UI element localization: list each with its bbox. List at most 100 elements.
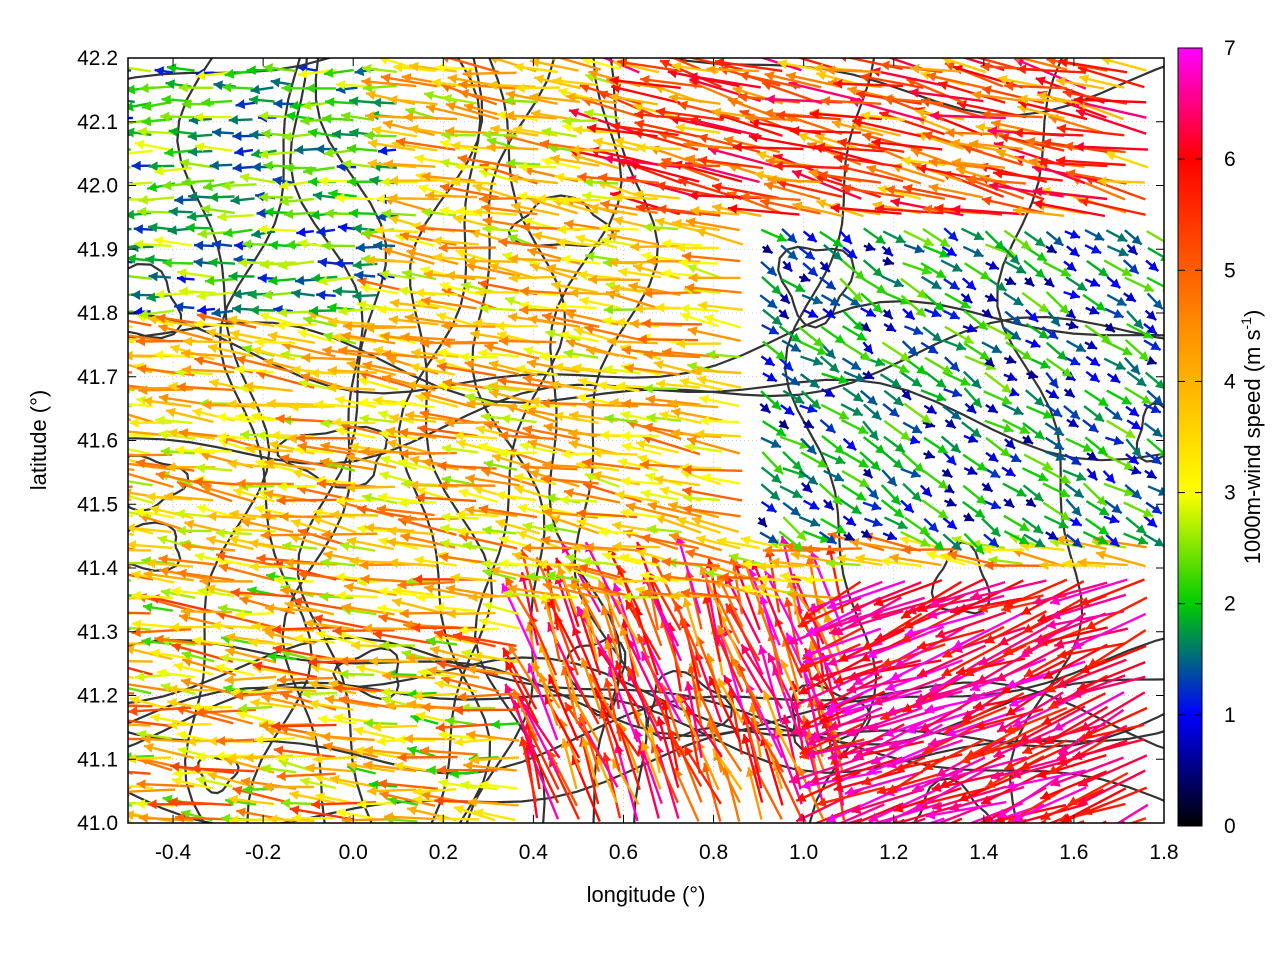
wind-vector <box>797 658 864 696</box>
wind-vector-head <box>685 548 696 559</box>
wind-vector-head <box>949 824 959 833</box>
wind-vector-head <box>519 305 529 315</box>
wind-vector-head <box>549 380 560 391</box>
wind-vector-head <box>640 489 651 499</box>
wind-vector-head <box>1021 605 1032 615</box>
wind-vector <box>1037 626 1108 645</box>
wind-vector <box>588 673 619 725</box>
contour-loop <box>276 425 389 490</box>
wind-vector <box>610 124 679 137</box>
wind-vector <box>435 722 498 730</box>
wind-vector <box>276 676 334 682</box>
wind-vector-head <box>413 786 423 797</box>
wind-vector-head <box>1005 438 1015 449</box>
wind-vector-head <box>289 805 300 816</box>
wind-vector <box>425 105 479 120</box>
wind-vector-head <box>197 304 207 315</box>
wind-vector-head <box>935 269 946 278</box>
wind-vector-head <box>585 251 595 262</box>
wind-vector-head <box>1069 356 1081 366</box>
wind-vector <box>1048 115 1104 134</box>
wind-vector-head <box>977 674 988 684</box>
wind-vector-head <box>916 364 927 375</box>
wind-vector-head <box>1089 372 1100 382</box>
wind-vector-head <box>634 109 644 120</box>
wind-vector-head <box>1038 329 1049 339</box>
wind-vector-head <box>284 162 294 173</box>
wind-vector <box>871 140 943 151</box>
wind-vector-head <box>868 430 879 441</box>
wind-vector-head <box>1008 387 1020 397</box>
wind-vector <box>617 723 641 791</box>
wind-vector-head <box>128 84 136 95</box>
wind-vector-head <box>1076 108 1087 118</box>
wind-vector-head <box>255 458 266 469</box>
wind-vector-head <box>270 430 280 441</box>
wind-vector-head <box>335 193 345 204</box>
wind-vector-head <box>397 752 407 763</box>
wind-vector <box>628 162 700 183</box>
wind-vector <box>809 641 825 694</box>
wind-vector-head <box>1030 338 1041 348</box>
wind-vector-head <box>446 608 456 619</box>
wind-vector-head <box>238 257 248 268</box>
wind-vector-head <box>546 570 556 581</box>
wind-vector-head <box>697 155 708 166</box>
wind-vector-head <box>458 488 469 499</box>
wind-vector <box>957 579 1024 613</box>
wind-vector-head <box>481 467 492 477</box>
wind-vector-head <box>569 108 580 118</box>
wind-vector-head <box>793 394 805 404</box>
wind-vector-head <box>174 195 184 205</box>
wind-vector-head <box>208 192 219 203</box>
wind-vector-head <box>361 76 371 87</box>
wind-vector-head <box>508 254 518 264</box>
wind-vector-head <box>997 74 1008 85</box>
wind-vector-head <box>981 196 992 206</box>
wind-vector-head <box>816 199 827 209</box>
wind-vector-head <box>877 185 888 195</box>
wind-vector <box>128 468 135 472</box>
wind-vector-head <box>923 237 934 246</box>
wind-vector-head <box>1003 645 1014 656</box>
wind-vector-head <box>421 296 431 307</box>
wind-vector-head <box>1087 450 1098 460</box>
wind-vector-head <box>966 403 977 414</box>
wind-vector-head <box>454 736 464 747</box>
wind-vector <box>677 102 740 121</box>
wind-vector-head <box>194 355 205 366</box>
wind-vector <box>563 563 618 581</box>
wind-vector-head <box>883 94 893 104</box>
wind-vector-head <box>215 663 226 674</box>
wind-vector <box>625 503 680 519</box>
wind-vector <box>825 68 882 74</box>
wind-vector-head <box>1124 428 1136 438</box>
wind-vector-head <box>682 464 692 475</box>
wind-vector <box>478 506 538 519</box>
wind-vector-head <box>727 204 738 214</box>
wind-vector-head <box>528 729 538 740</box>
wind-vector-head <box>910 63 920 74</box>
wind-vector-head <box>593 137 604 148</box>
wind-vector <box>889 642 965 682</box>
wind-vector <box>235 356 294 374</box>
wind-vector-head <box>296 433 306 444</box>
wind-vector-head <box>615 490 625 501</box>
wind-vector <box>925 800 1007 818</box>
wind-vector-head <box>946 246 957 256</box>
wind-vector-head <box>1152 299 1163 310</box>
wind-vector-head <box>362 492 372 503</box>
wind-vector-head <box>194 552 205 562</box>
wind-vector-head <box>906 724 917 734</box>
wind-vector <box>727 98 783 121</box>
wind-vector-head <box>882 246 893 256</box>
wind-vector-head <box>1123 487 1135 497</box>
wind-vector-head <box>167 698 178 708</box>
wind-vector-head <box>839 841 849 850</box>
wind-vector-head <box>328 317 338 327</box>
wind-vector <box>810 659 883 681</box>
wind-vector-head <box>868 489 879 499</box>
wind-vector-head <box>88 524 98 534</box>
wind-vector-head <box>527 663 537 674</box>
wind-vector <box>785 597 801 661</box>
